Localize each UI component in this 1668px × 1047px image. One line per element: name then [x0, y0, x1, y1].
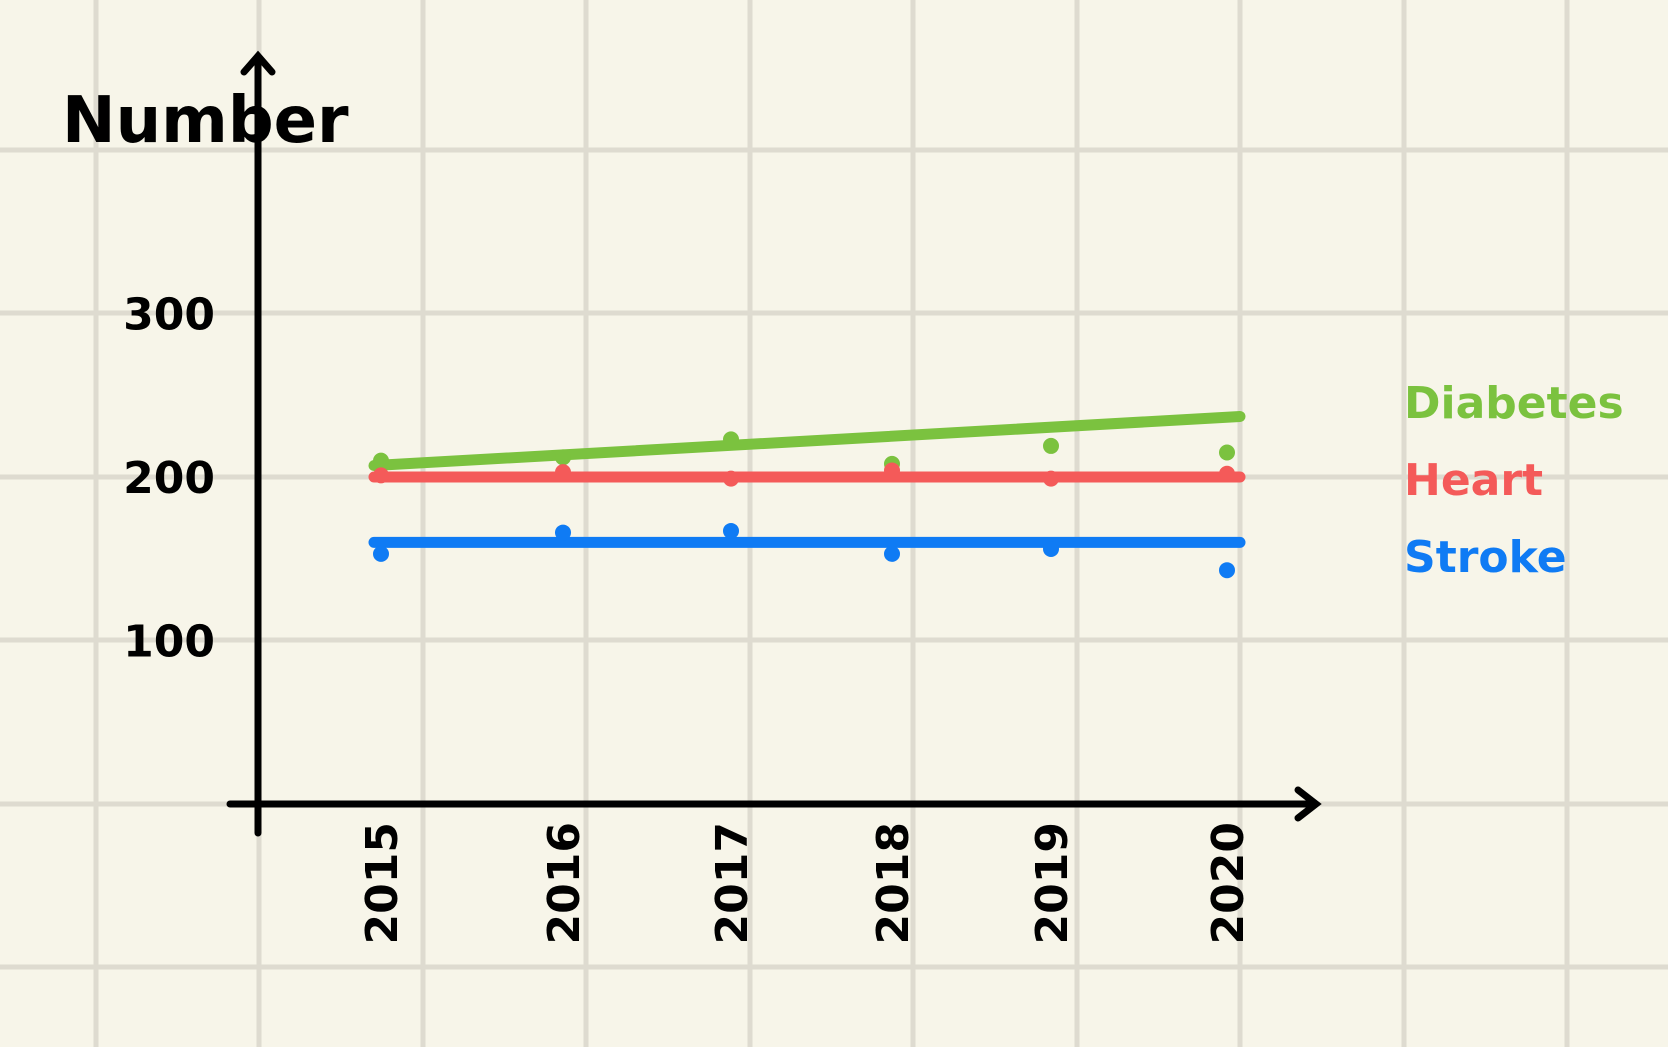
x-tick-label: 2016	[539, 822, 590, 944]
y-axis-arrow-icon	[240, 50, 276, 76]
data-points	[373, 431, 1235, 579]
y-tick-labels: 100 200 300	[123, 290, 215, 668]
data-point-heart	[555, 464, 571, 481]
data-point-diabetes	[373, 452, 389, 469]
trendline-diabetes	[368, 411, 1246, 472]
x-tick-label: 2018	[868, 822, 919, 944]
x-tick-label: 2017	[707, 822, 758, 944]
data-point-stroke	[884, 545, 900, 562]
data-point-diabetes	[555, 449, 571, 466]
data-point-stroke	[373, 545, 389, 562]
x-tick-labels: 2015 2016 2017 2018 2019 2020	[357, 822, 1254, 944]
x-axis-arrow-icon	[1294, 786, 1322, 822]
y-tick-label: 100	[123, 617, 215, 668]
axes	[226, 50, 1322, 837]
x-tick-label: 2019	[1027, 822, 1078, 944]
data-point-diabetes	[723, 431, 739, 448]
legend: Diabetes Heart Stroke	[1404, 378, 1624, 583]
data-point-stroke	[555, 524, 571, 541]
data-point-heart	[1219, 465, 1235, 482]
data-point-heart	[723, 470, 739, 487]
legend-label-heart: Heart	[1404, 455, 1543, 506]
data-point-stroke	[1043, 540, 1059, 557]
y-tick-label: 300	[123, 290, 215, 341]
data-point-heart	[1043, 470, 1059, 487]
data-point-stroke	[723, 522, 739, 539]
y-axis-title: Number	[62, 84, 349, 158]
data-point-heart	[373, 467, 389, 484]
data-point-heart	[884, 462, 900, 479]
legend-label-diabetes: Diabetes	[1404, 378, 1624, 429]
trendlines	[368, 411, 1246, 548]
y-tick-label: 200	[123, 453, 215, 504]
legend-label-stroke: Stroke	[1404, 532, 1567, 583]
x-tick-label: 2020	[1203, 822, 1254, 944]
data-point-stroke	[1219, 562, 1235, 579]
data-point-diabetes	[1043, 437, 1059, 454]
x-tick-label: 2015	[357, 822, 408, 944]
data-point-diabetes	[1219, 444, 1235, 461]
